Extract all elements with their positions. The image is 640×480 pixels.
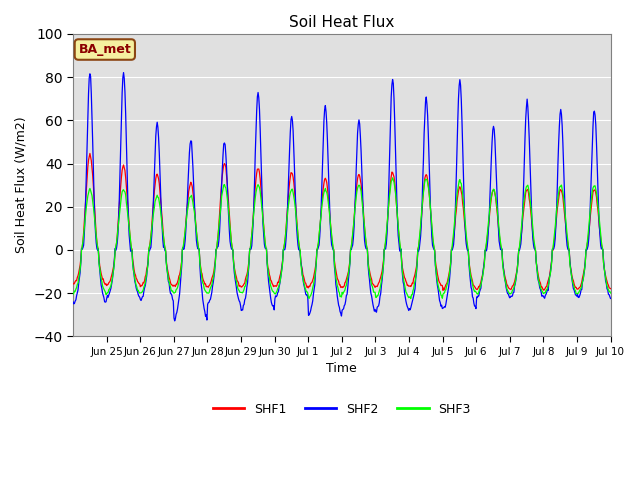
X-axis label: Time: Time <box>326 362 357 375</box>
Title: Soil Heat Flux: Soil Heat Flux <box>289 15 394 30</box>
Text: BA_met: BA_met <box>79 43 131 56</box>
Legend: SHF1, SHF2, SHF3: SHF1, SHF2, SHF3 <box>207 398 476 421</box>
Y-axis label: Soil Heat Flux (W/m2): Soil Heat Flux (W/m2) <box>15 117 28 253</box>
